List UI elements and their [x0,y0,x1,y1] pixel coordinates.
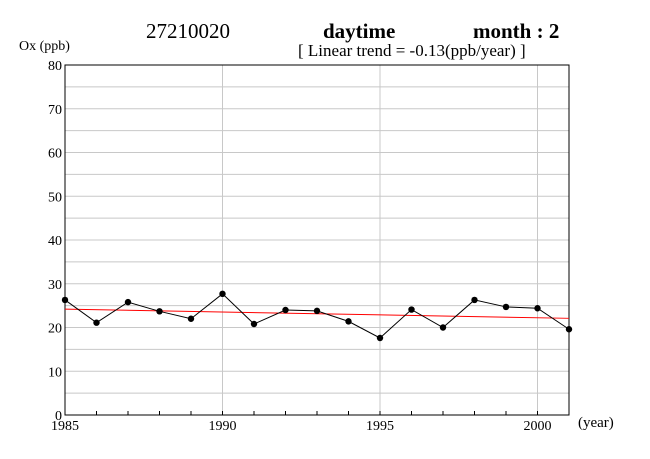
x-tick-label-1995: 1995 [366,419,394,434]
y-tick-label-70: 70 [48,103,62,118]
data-point-1991 [250,320,258,328]
data-point-1997 [439,324,447,331]
series-line-0 [64,293,570,339]
y-tick-label-10: 10 [48,365,62,380]
data-point-1994 [345,318,352,325]
y-tick-label-0: 0 [55,409,62,424]
y-tick-label-50: 50 [48,190,62,205]
x-axis-unit-label: (year) [578,415,614,431]
linear-trend-label: [ Linear trend = -0.13(ppb/year) ] [298,41,526,60]
y-tick-label-30: 30 [48,278,62,293]
plot-frame [64,64,570,416]
data-point-1990 [219,290,226,298]
y-axis-label: Ox (ppb) [19,39,70,54]
data-point-1987 [124,298,132,306]
month-label: month : 2 [473,19,560,43]
y-tick-label-80: 80 [48,59,62,74]
data-point-1989 [187,315,195,322]
data-point-1986 [93,319,100,326]
data-point-1996 [408,306,415,313]
period-label: daytime [323,19,396,43]
x-tick-label-1990: 1990 [209,419,237,434]
data-point-1995 [376,334,384,342]
data-point-2000 [534,305,541,312]
y-tick-label-60: 60 [48,147,62,162]
x-tick-label-1985: 1985 [51,419,79,434]
y-tick-label-20: 20 [48,322,62,337]
x-tick-label-2000: 2000 [524,419,552,434]
data-point-1999 [502,303,510,311]
data-point-2001 [565,326,573,333]
station-id: 27210020 [146,19,230,43]
y-tick-label-40: 40 [48,234,62,249]
data-point-1988 [156,308,163,315]
data-point-1992 [282,306,289,314]
data-point-1998 [471,296,478,304]
data-point-1985 [61,296,69,304]
data-point-1993 [313,307,321,315]
